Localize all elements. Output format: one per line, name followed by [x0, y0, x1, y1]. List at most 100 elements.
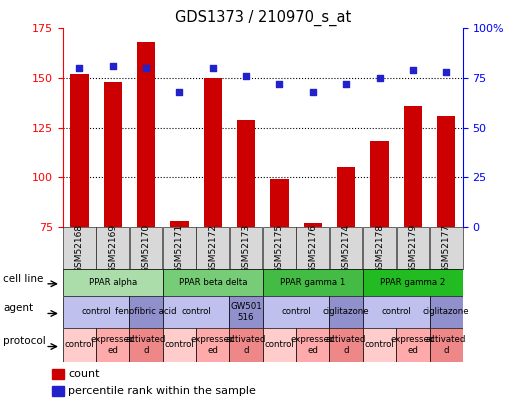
Text: control: control [181, 307, 211, 316]
Bar [163, 328, 196, 362]
Text: GSM52170: GSM52170 [142, 224, 151, 273]
Text: cell line: cell line [3, 274, 43, 284]
Text: PPAR alpha: PPAR alpha [88, 278, 137, 287]
Bar [203, 78, 222, 227]
Point [175, 89, 184, 95]
FancyBboxPatch shape [430, 227, 462, 269]
Text: GW501
516: GW501 516 [230, 302, 262, 322]
Text: control: control [165, 340, 195, 350]
FancyBboxPatch shape [297, 227, 329, 269]
Bar [396, 328, 429, 362]
Bar [163, 269, 263, 296]
Bar [163, 296, 230, 328]
Bar [237, 119, 255, 227]
Text: count: count [68, 369, 99, 379]
Text: expressed
ed: expressed ed [90, 335, 135, 354]
Bar [437, 116, 456, 227]
Text: percentile rank within the sample: percentile rank within the sample [68, 386, 256, 396]
Bar [63, 328, 96, 362]
Bar [363, 296, 429, 328]
Point [376, 75, 384, 81]
Text: GSM52173: GSM52173 [242, 224, 251, 273]
Text: GSM52171: GSM52171 [175, 224, 184, 273]
Text: GSM52169: GSM52169 [108, 224, 117, 273]
Bar [63, 296, 129, 328]
Point [75, 65, 84, 71]
Bar [363, 269, 463, 296]
Bar [196, 328, 230, 362]
Bar [263, 269, 363, 296]
Bar [129, 296, 163, 328]
Bar [296, 328, 329, 362]
Text: activated
d: activated d [326, 335, 366, 354]
Bar [404, 106, 422, 227]
Text: GSM52179: GSM52179 [408, 224, 417, 273]
Text: control: control [281, 307, 311, 316]
Point [209, 65, 217, 71]
Text: ciglitazone: ciglitazone [423, 307, 470, 316]
Text: protocol: protocol [3, 336, 46, 346]
Bar [363, 328, 396, 362]
Text: PPAR gamma 2: PPAR gamma 2 [380, 278, 446, 287]
Bar [329, 328, 363, 362]
Text: activated
d: activated d [426, 335, 467, 354]
Bar [96, 328, 129, 362]
Text: GSM52168: GSM52168 [75, 224, 84, 273]
Bar [129, 328, 163, 362]
FancyBboxPatch shape [363, 227, 396, 269]
FancyBboxPatch shape [197, 227, 229, 269]
Bar [337, 167, 355, 227]
Point [275, 81, 283, 87]
Text: GSM52172: GSM52172 [208, 224, 217, 273]
Bar [52, 386, 64, 396]
Bar [270, 179, 289, 227]
Bar [63, 269, 163, 296]
Text: GSM52174: GSM52174 [342, 224, 350, 273]
Text: PPAR gamma 1: PPAR gamma 1 [280, 278, 346, 287]
Point [109, 63, 117, 69]
Bar [70, 74, 88, 227]
Bar [304, 223, 322, 227]
Text: agent: agent [3, 303, 33, 313]
FancyBboxPatch shape [230, 227, 263, 269]
Text: activated
d: activated d [126, 335, 166, 354]
Text: fenofibric acid: fenofibric acid [116, 307, 177, 316]
Bar [429, 296, 463, 328]
Text: control: control [381, 307, 411, 316]
FancyBboxPatch shape [263, 227, 296, 269]
Bar [104, 82, 122, 227]
Bar [52, 369, 64, 379]
Text: GSM52175: GSM52175 [275, 224, 284, 273]
FancyBboxPatch shape [63, 227, 96, 269]
Text: GSM52178: GSM52178 [375, 224, 384, 273]
FancyBboxPatch shape [96, 227, 129, 269]
FancyBboxPatch shape [130, 227, 163, 269]
Text: activated
d: activated d [226, 335, 266, 354]
Point [242, 73, 251, 79]
Bar [230, 296, 263, 328]
Text: GSM52177: GSM52177 [442, 224, 451, 273]
Point [408, 67, 417, 73]
Text: expressed
ed: expressed ed [391, 335, 435, 354]
Text: control: control [365, 340, 394, 350]
Text: ciglitazone: ciglitazone [323, 307, 369, 316]
Bar [329, 296, 363, 328]
Bar [137, 42, 155, 227]
Point [342, 81, 350, 87]
Bar [230, 328, 263, 362]
FancyBboxPatch shape [163, 227, 196, 269]
FancyBboxPatch shape [396, 227, 429, 269]
Text: expressed
ed: expressed ed [291, 335, 335, 354]
Text: control: control [265, 340, 294, 350]
Bar [263, 296, 329, 328]
Point [442, 69, 450, 75]
FancyBboxPatch shape [330, 227, 362, 269]
Bar [370, 141, 389, 227]
Text: GSM52176: GSM52176 [309, 224, 317, 273]
Bar [263, 328, 296, 362]
Text: control: control [64, 340, 94, 350]
Text: PPAR beta delta: PPAR beta delta [178, 278, 247, 287]
Text: control: control [81, 307, 111, 316]
Title: GDS1373 / 210970_s_at: GDS1373 / 210970_s_at [175, 9, 351, 26]
Bar [429, 328, 463, 362]
